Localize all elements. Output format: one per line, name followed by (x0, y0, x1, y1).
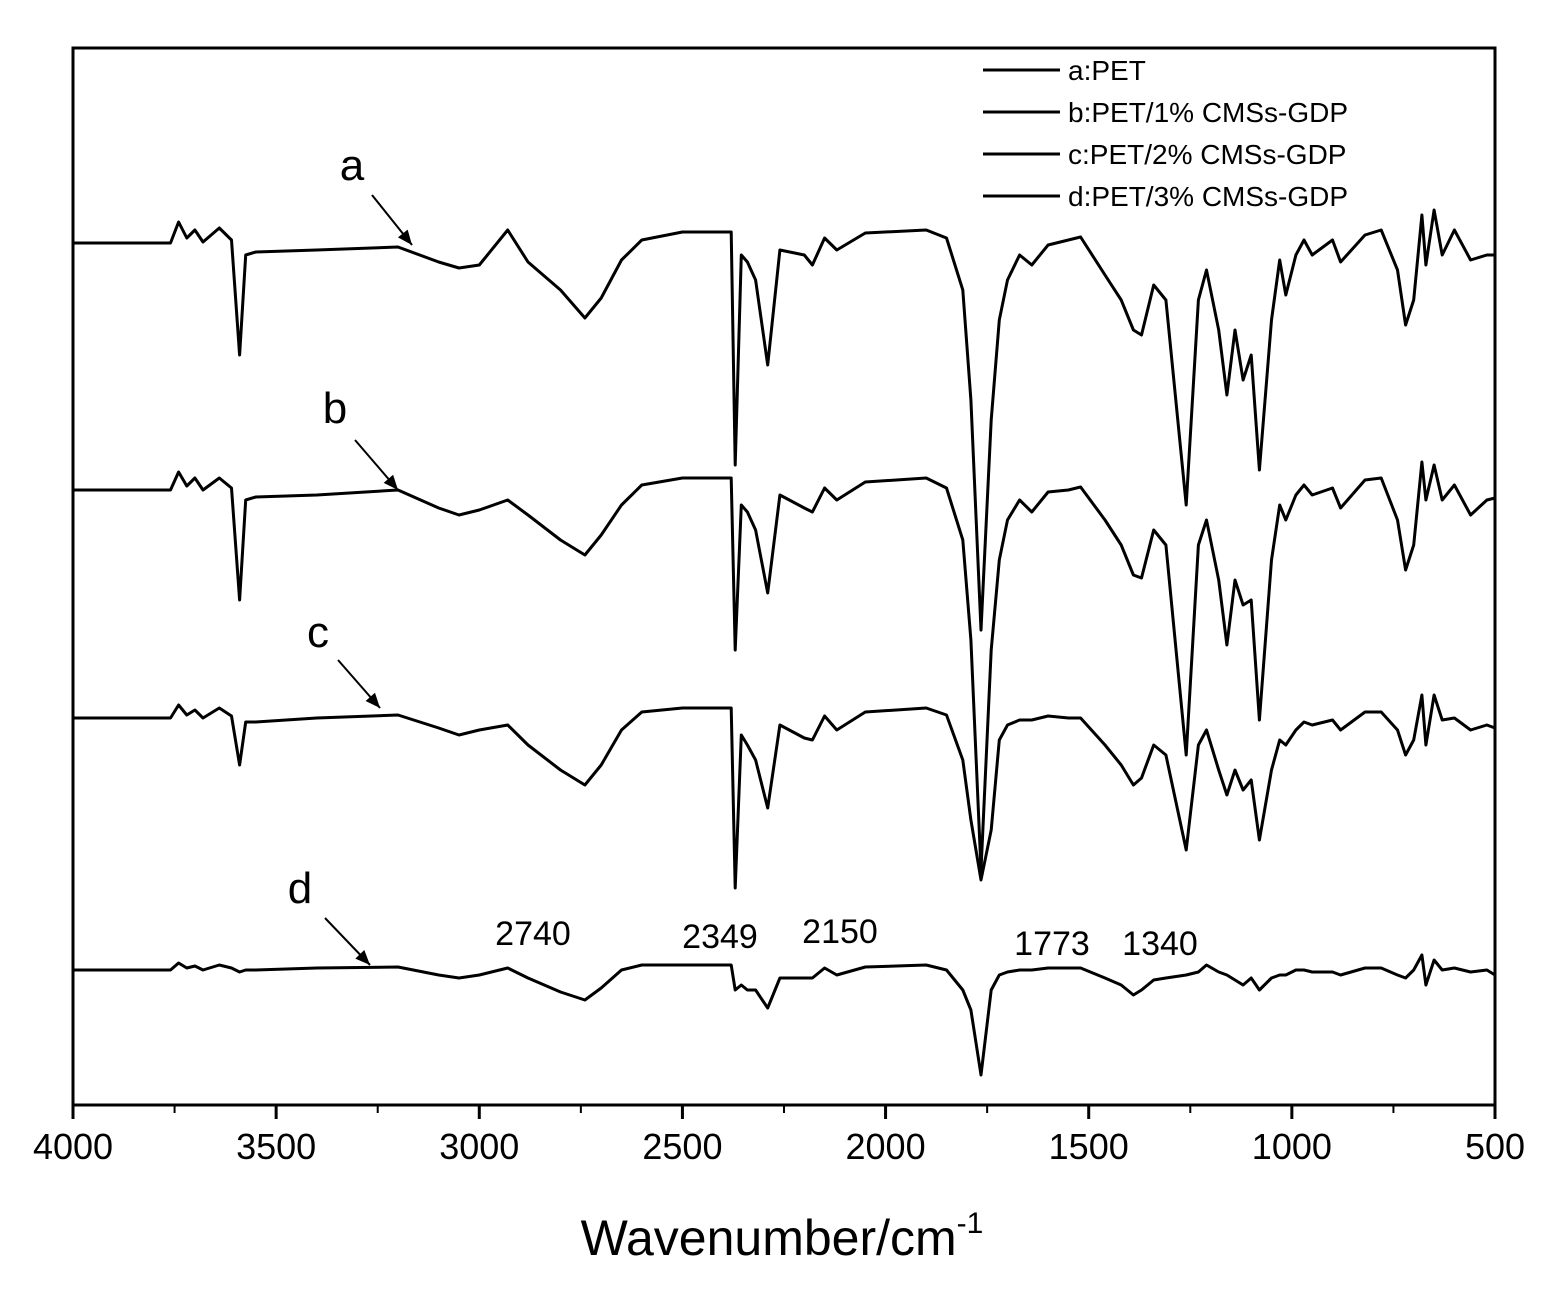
spectrum-line (73, 693, 1496, 890)
arrow-head (355, 950, 370, 965)
peak-label: 1773 (1014, 925, 1090, 963)
peak-label: 1340 (1122, 925, 1198, 963)
x-tick-label: 3500 (236, 1126, 316, 1167)
x-tick-label: 1000 (1252, 1126, 1332, 1167)
spectrum-line (73, 208, 1495, 632)
legend-label: d:PET/3% CMSs-GDP (1068, 181, 1348, 212)
x-tick-label: 1500 (1049, 1126, 1129, 1167)
arrow-head (383, 474, 398, 490)
x-axis-label: Wavenumber/cm-1 (581, 1207, 984, 1266)
x-tick-label: 500 (1465, 1126, 1525, 1167)
x-axis-label-text: Wavenumber/cm (581, 1210, 957, 1266)
arrow-head (397, 229, 412, 245)
legend-label: c:PET/2% CMSs-GDP (1068, 139, 1346, 170)
arrow-head (365, 692, 380, 708)
legend-label: b:PET/1% CMSs-GDP (1068, 97, 1348, 128)
peak-label: 2150 (802, 913, 878, 951)
legend-label: a:PET (1068, 55, 1146, 86)
peak-label: 2349 (682, 918, 758, 956)
x-axis-label-sup: -1 (957, 1207, 984, 1240)
x-tick-label: 4000 (33, 1126, 113, 1167)
x-tick-label: 2500 (642, 1126, 722, 1167)
curve-label: a (340, 141, 365, 190)
spectrum-line (73, 460, 1496, 872)
x-tick-label: 2000 (846, 1126, 926, 1167)
curve-label: d (288, 864, 312, 913)
curve-label: c (307, 608, 329, 657)
spectrum-line (73, 953, 1496, 1077)
peak-label: 2740 (495, 915, 571, 953)
x-tick-label: 3000 (439, 1126, 519, 1167)
curve-label: b (323, 384, 347, 433)
